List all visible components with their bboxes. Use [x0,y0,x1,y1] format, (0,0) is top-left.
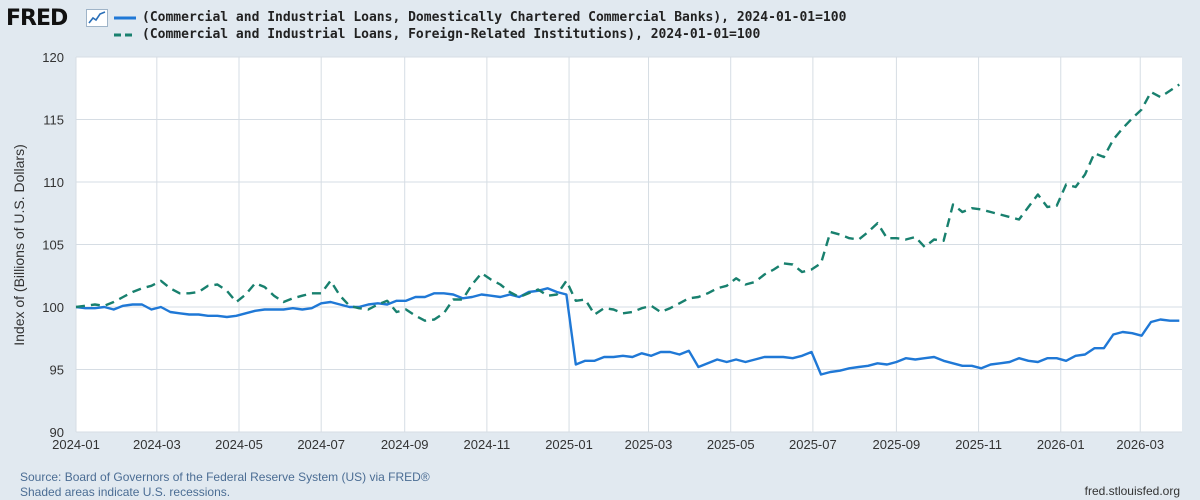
footer-source: Source: Board of Governors of the Federa… [20,470,430,484]
x-tick-label: 2024-01 [52,437,100,452]
x-tick-label: 2025-09 [873,437,921,452]
footer-url[interactable]: fred.stlouisfed.org [1084,484,1180,498]
x-tick-label: 2025-03 [625,437,673,452]
fred-graph-icon [86,9,108,27]
x-tick-label: 2024-07 [297,437,345,452]
x-tick-label: 2024-05 [215,437,263,452]
y-tick-label: 110 [43,175,64,190]
chart-header: FRED (Commercial and Industrial Loans, D… [0,0,1200,48]
legend-item-foreign: (Commercial and Industrial Loans, Foreig… [114,27,760,42]
x-tick-label: 2024-09 [381,437,429,452]
legend-swatch-solid-icon [114,16,136,19]
y-tick-label: 105 [42,238,64,253]
x-tick-label: 2025-07 [789,437,837,452]
x-tick-label: 2026-01 [1037,437,1085,452]
y-tick-label: 120 [42,50,64,65]
y-tick-label: 100 [42,300,64,315]
series-layer [75,83,1180,376]
legend-label: (Commercial and Industrial Loans, Domest… [142,10,847,25]
x-axis-ticks: 2024-01 2024-03 2024-05 2024-07 2024-09 2024-… [52,437,1164,452]
y-tick-label: 95 [50,363,64,378]
x-tick-label: 2025-05 [707,437,755,452]
legend-swatch-dashed-icon [114,33,136,36]
y-axis-ticks: 90 95 100 105 110 115 120 [42,50,64,440]
legend-item-domestic: (Commercial and Industrial Loans, Domest… [114,10,846,25]
y-tick-label: 90 [50,425,64,440]
legend-label: (Commercial and Industrial Loans, Foreig… [142,27,761,42]
grid-lines [75,56,1182,433]
x-tick-label: 2024-11 [464,437,511,452]
y-tick-label: 115 [43,113,64,128]
series-line-foreign[interactable] [75,83,1180,322]
x-tick-label: 2025-11 [955,437,1002,452]
x-tick-label: 2026-03 [1116,437,1164,452]
fred-logo[interactable]: FRED [6,6,68,31]
series-line-domestic[interactable] [75,287,1180,376]
y-axis-label: Index of (Billions of U.S. Dollars) [11,144,27,346]
x-tick-label: 2025-01 [545,437,593,452]
x-tick-label: 2024-03 [133,437,181,452]
footer-recession-note: Shaded areas indicate U.S. recessions. [20,485,231,499]
